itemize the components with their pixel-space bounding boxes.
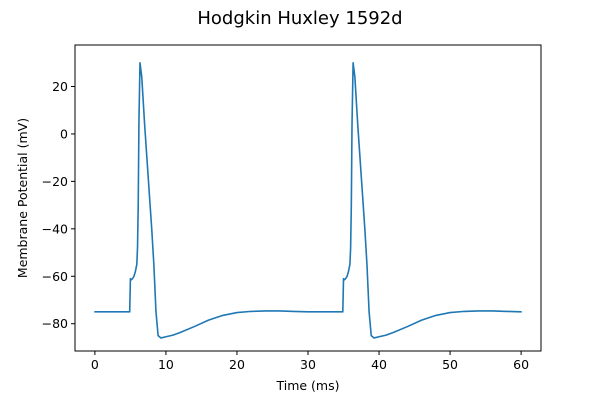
y-axis: −80 −60 −40 −20 0 20 (42, 79, 75, 331)
x-axis: 0 10 20 30 40 50 60 (91, 351, 529, 372)
series-line (94, 61, 522, 339)
y-tick-label: −40 (42, 221, 68, 236)
y-tick-label: −80 (42, 316, 68, 331)
x-tick-label: 50 (442, 357, 458, 372)
x-tick-label: 60 (513, 357, 529, 372)
x-tick-label: 10 (158, 357, 174, 372)
series-layer (94, 61, 522, 339)
x-tick-label: 0 (91, 357, 99, 372)
plot-area (74, 44, 542, 352)
x-tick-label: 30 (300, 357, 316, 372)
chart-title: Hodgkin Huxley 1592d (197, 8, 402, 29)
y-axis-label: Membrane Potential (mV) (15, 118, 30, 278)
plot-frame (74, 44, 542, 352)
x-axis-label: Time (ms) (275, 378, 339, 393)
y-tick-label: 0 (60, 126, 68, 141)
y-tick-label: 20 (52, 79, 68, 94)
x-tick-label: 20 (229, 357, 245, 372)
x-tick-label: 40 (371, 357, 387, 372)
y-tick-label: −20 (42, 174, 68, 189)
y-tick-label: −60 (42, 269, 68, 284)
